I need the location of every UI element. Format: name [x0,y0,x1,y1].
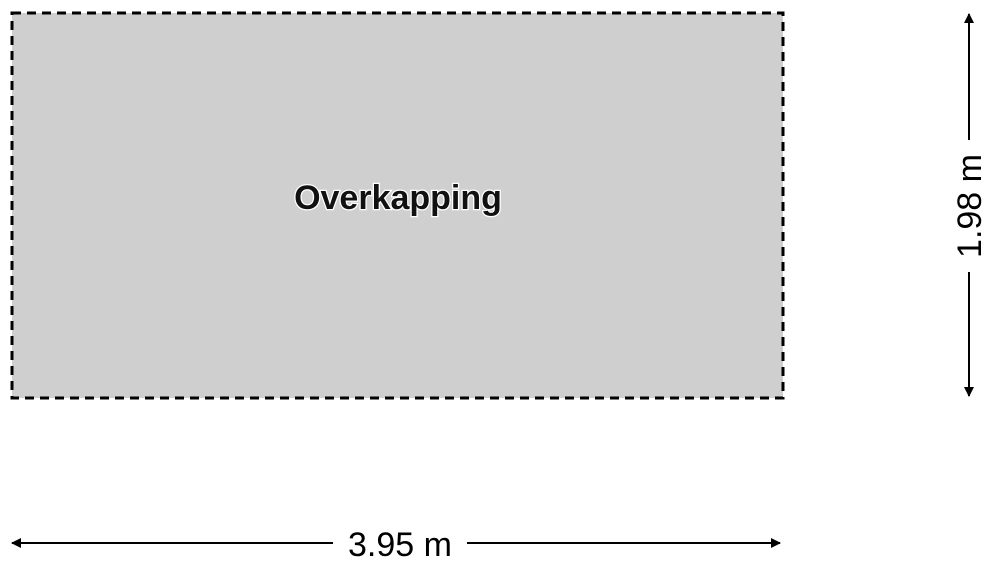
height-dimension: 1.98 m [951,12,989,397]
height-label: 1.98 m [951,154,989,258]
width-dimension: 3.95 m [11,526,781,563]
width-label: 3.95 m [348,526,452,563]
room-overkapping: Overkapping [10,11,785,400]
room-area [10,11,785,400]
room-label: Overkapping [294,179,502,217]
